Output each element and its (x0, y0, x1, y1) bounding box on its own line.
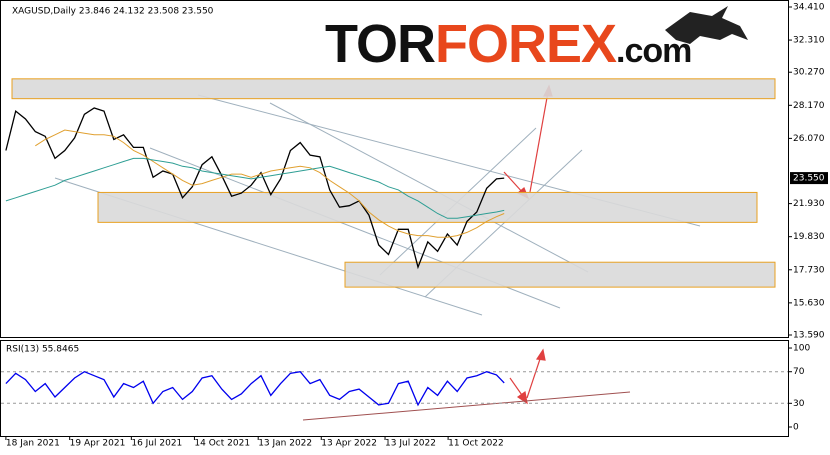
y-tick-label: 13.590 (793, 331, 825, 341)
y-tick-label: 30.270 (793, 68, 825, 78)
y-tick-label: 100 (793, 344, 810, 354)
y-tick-label: 32.310 (793, 36, 825, 46)
x-tick-label: 18 Jan 2021 (6, 439, 60, 449)
y-tick-label: 0 (793, 422, 799, 432)
last-price-tag (790, 172, 828, 185)
logo-part: TOR (325, 14, 436, 74)
series-line (5, 107, 505, 270)
y-tick-label: 17.730 (793, 265, 825, 275)
y-tick-label: 26.070 (793, 134, 825, 144)
x-tick-label: 14 Oct 2021 (194, 439, 250, 449)
x-tick-label: 11 Oct 2022 (448, 439, 504, 449)
x-tick-label: 13 Apr 2022 (321, 439, 377, 449)
logo-part: .com (616, 32, 692, 70)
y-tick-label: 70 (793, 367, 805, 377)
logo-bull (665, 6, 748, 44)
x-tick-label: 16 Jul 2021 (131, 439, 182, 449)
y-tick-label: 19.830 (793, 232, 825, 242)
x-tick-label: 19 Apr 2021 (70, 439, 126, 449)
y-tick-label: 21.930 (793, 199, 825, 209)
rsi-trend-line (302, 391, 631, 421)
series-line (5, 157, 505, 219)
arrows (503, 84, 553, 405)
rsi-title: RSI(13) 55.8465 (6, 345, 79, 355)
y-tick-label: 28.170 (793, 101, 825, 111)
y-tick-label: 15.630 (793, 298, 825, 308)
series-line (35, 129, 505, 238)
series-line (5, 370, 505, 407)
x-tick-label: 13 Jan 2022 (258, 439, 312, 449)
logo-part: FOREX (435, 14, 617, 74)
rsi-frame (0, 340, 789, 437)
main-title: XAGUSD,Daily 23.846 24.132 23.508 23.550 (12, 7, 214, 17)
x-tick-label: 13 Jul 2022 (385, 439, 436, 449)
main-frame (0, 0, 789, 338)
zone (11, 78, 776, 100)
y-tick-label: 30 (793, 399, 805, 409)
zone (344, 261, 776, 288)
y-tick-label: 34.410 (793, 2, 825, 12)
logo: TORFOREX.com (325, 14, 692, 81)
last-price-label: 23.550 (793, 174, 825, 184)
